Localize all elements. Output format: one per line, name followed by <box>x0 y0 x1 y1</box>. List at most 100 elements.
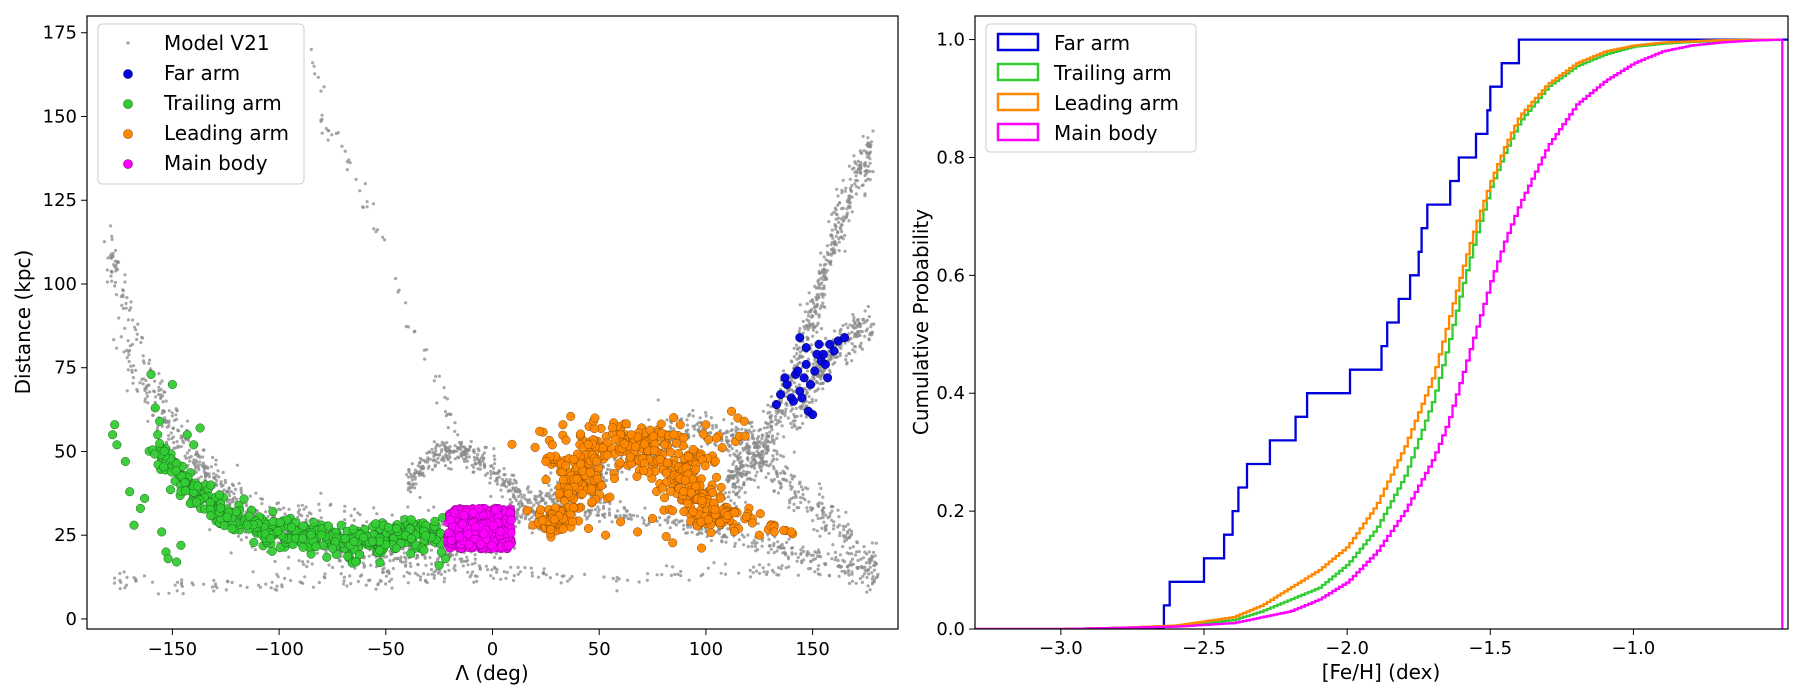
point-leading-arm <box>611 434 621 444</box>
point-model-v21 <box>787 537 791 541</box>
point-model-v21 <box>482 451 486 455</box>
point-model-v21 <box>454 553 458 557</box>
point-model-v21 <box>225 490 229 494</box>
point-model-v21 <box>836 230 840 234</box>
point-model-v21 <box>873 560 877 564</box>
point-model-v21 <box>852 316 856 320</box>
point-model-v21 <box>213 582 218 586</box>
point-trailing-arm <box>110 420 120 430</box>
point-model-v21 <box>837 237 841 241</box>
point-leading-arm <box>683 452 694 462</box>
point-model-v21 <box>527 517 532 522</box>
point-model-v21 <box>530 574 534 578</box>
point-model-v21 <box>547 491 551 495</box>
point-model-v21 <box>113 259 117 263</box>
point-model-v21 <box>410 478 414 482</box>
point-model-v21 <box>408 572 412 576</box>
point-model-v21 <box>665 418 669 422</box>
point-model-v21 <box>865 327 870 331</box>
series-main-body <box>443 503 517 554</box>
point-model-v21 <box>823 274 827 279</box>
point-model-v21 <box>492 447 496 451</box>
point-model-v21 <box>843 560 847 564</box>
point-model-v21 <box>144 384 149 388</box>
point-model-v21 <box>855 318 859 322</box>
point-model-v21 <box>779 453 783 458</box>
point-model-v21 <box>844 216 848 220</box>
point-model-v21 <box>538 489 542 493</box>
point-trailing-arm <box>206 480 216 490</box>
point-model-v21 <box>502 570 506 574</box>
point-model-v21 <box>819 276 823 280</box>
point-model-v21 <box>854 178 858 183</box>
point-model-v21 <box>725 440 729 444</box>
point-trailing-arm <box>150 403 160 413</box>
point-model-v21 <box>832 523 836 528</box>
point-model-v21 <box>422 474 426 478</box>
point-model-v21 <box>139 340 143 345</box>
point-model-v21 <box>817 554 821 558</box>
point-model-v21 <box>167 421 171 425</box>
point-model-v21 <box>846 522 850 527</box>
point-model-v21 <box>861 134 865 138</box>
point-model-v21 <box>867 338 871 342</box>
point-model-v21 <box>452 449 456 453</box>
point-leading-arm <box>639 439 649 449</box>
point-model-v21 <box>345 168 349 172</box>
point-model-v21 <box>123 273 127 277</box>
point-model-v21 <box>167 434 171 438</box>
point-model-v21 <box>796 346 800 351</box>
point-model-v21 <box>690 530 694 534</box>
point-model-v21 <box>479 456 483 460</box>
point-trailing-arm <box>316 530 326 540</box>
point-model-v21 <box>148 390 152 394</box>
point-model-v21 <box>283 512 287 516</box>
point-model-v21 <box>511 495 516 499</box>
point-model-v21 <box>270 580 274 584</box>
point-model-v21 <box>836 194 840 198</box>
point-model-v21 <box>855 334 859 338</box>
point-model-v21 <box>857 550 861 554</box>
point-model-v21 <box>260 502 264 506</box>
point-trailing-arm <box>275 517 285 528</box>
point-model-v21 <box>435 444 439 448</box>
point-model-v21 <box>514 486 518 490</box>
point-model-v21 <box>783 413 787 418</box>
point-model-v21 <box>171 435 175 439</box>
point-model-v21 <box>829 233 833 237</box>
point-model-v21 <box>735 471 739 475</box>
point-model-v21 <box>605 479 609 483</box>
point-model-v21 <box>756 522 760 526</box>
point-model-v21 <box>854 192 859 196</box>
point-model-v21 <box>303 575 307 579</box>
point-model-v21 <box>176 444 180 448</box>
point-model-v21 <box>760 450 764 454</box>
point-model-v21 <box>585 517 589 521</box>
point-model-v21 <box>853 553 858 557</box>
point-model-v21 <box>729 470 733 474</box>
point-model-v21 <box>769 547 773 552</box>
point-model-v21 <box>320 131 324 135</box>
point-model-v21 <box>793 424 797 428</box>
point-model-v21 <box>530 531 534 535</box>
point-model-v21 <box>255 509 259 513</box>
point-model-v21 <box>797 329 801 334</box>
point-model-v21 <box>347 158 351 162</box>
point-model-v21 <box>275 572 279 576</box>
point-model-v21 <box>596 513 601 518</box>
point-model-v21 <box>762 426 767 430</box>
point-model-v21 <box>404 324 408 329</box>
point-model-v21 <box>362 563 366 568</box>
point-model-v21 <box>331 565 335 570</box>
point-model-v21 <box>840 188 844 192</box>
point-trailing-arm <box>140 493 150 503</box>
point-model-v21 <box>273 587 277 591</box>
point-model-v21 <box>782 435 786 439</box>
point-model-v21 <box>850 572 854 576</box>
point-trailing-arm <box>406 534 416 544</box>
point-model-v21 <box>339 572 343 576</box>
point-model-v21 <box>340 565 344 569</box>
point-model-v21 <box>156 592 160 596</box>
point-leading-arm <box>712 433 722 443</box>
point-trailing-arm <box>129 520 139 530</box>
